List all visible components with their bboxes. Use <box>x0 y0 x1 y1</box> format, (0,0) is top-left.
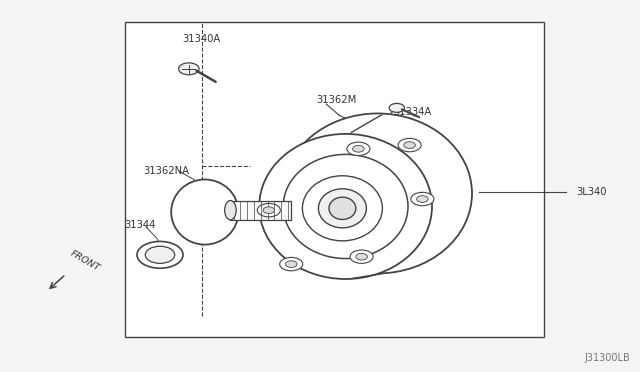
Circle shape <box>347 142 370 155</box>
Text: 31334A: 31334A <box>394 107 432 116</box>
Circle shape <box>411 192 434 206</box>
Text: 31362NA: 31362NA <box>143 166 189 176</box>
Text: 31362M: 31362M <box>316 96 356 105</box>
Ellipse shape <box>283 113 472 273</box>
Ellipse shape <box>225 201 236 220</box>
Circle shape <box>350 250 373 263</box>
Bar <box>125 22 544 337</box>
Ellipse shape <box>137 241 183 268</box>
Text: FRONT: FRONT <box>68 248 101 273</box>
Circle shape <box>398 138 421 152</box>
Circle shape <box>280 257 303 271</box>
Ellipse shape <box>319 189 367 228</box>
Circle shape <box>179 63 199 75</box>
Circle shape <box>389 103 404 112</box>
Circle shape <box>263 207 275 214</box>
Ellipse shape <box>259 134 432 279</box>
Circle shape <box>353 145 364 152</box>
Circle shape <box>356 253 367 260</box>
Circle shape <box>404 142 415 148</box>
Ellipse shape <box>329 197 356 219</box>
Ellipse shape <box>145 246 175 263</box>
Circle shape <box>257 203 280 217</box>
Text: 31340A: 31340A <box>182 34 221 44</box>
Circle shape <box>417 196 428 202</box>
Text: 31344: 31344 <box>124 220 156 230</box>
Bar <box>230 201 291 220</box>
Ellipse shape <box>172 179 239 245</box>
Ellipse shape <box>302 176 383 241</box>
Text: J31300LB: J31300LB <box>585 353 630 363</box>
Text: 3L340: 3L340 <box>576 187 607 196</box>
Ellipse shape <box>283 154 408 259</box>
Circle shape <box>285 261 297 267</box>
